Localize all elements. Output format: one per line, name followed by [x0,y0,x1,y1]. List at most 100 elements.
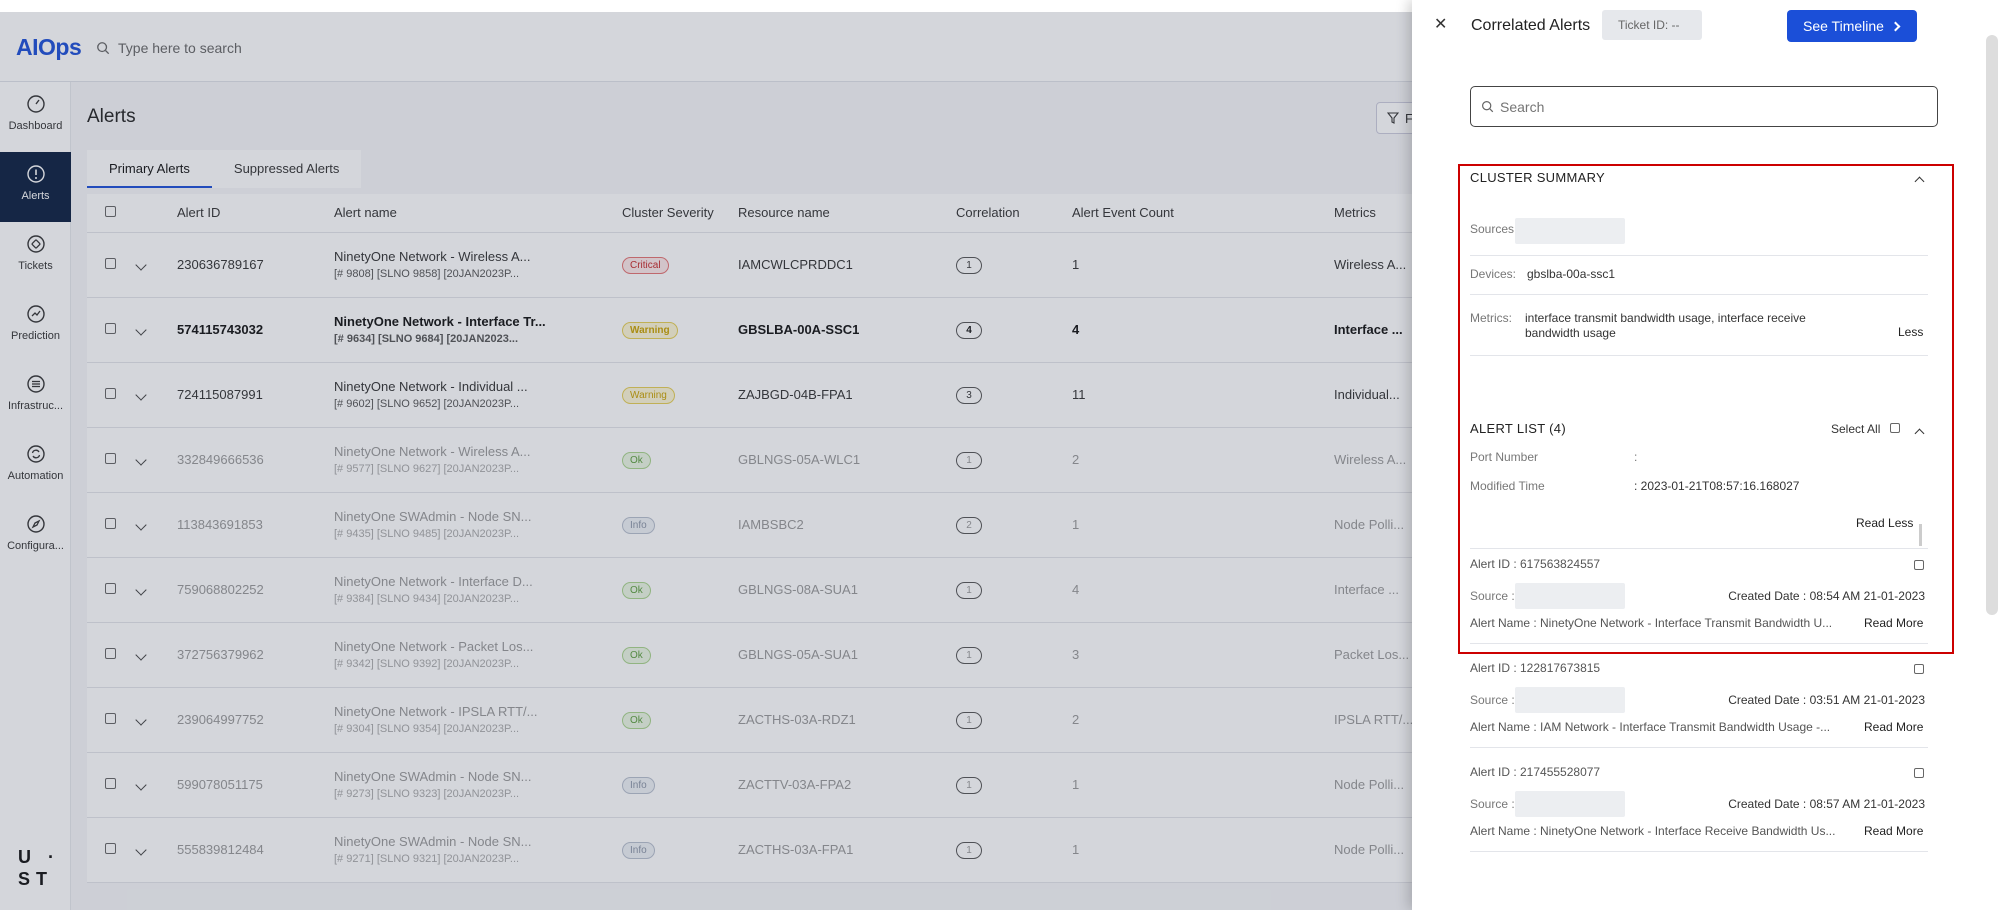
correlation-badge[interactable]: 4 [956,321,982,339]
alert-name[interactable]: NinetyOne Network - Individual ... [334,379,528,394]
header-alert-name[interactable]: Alert name [334,194,622,233]
resource-name: ZACTHS-03A-FPA1 [738,817,956,883]
alert-name[interactable]: NinetyOne SWAdmin - Node SN... [334,834,532,849]
correlation-cell: 1 [956,427,1072,493]
row-checkbox[interactable] [105,453,116,464]
row-checkbox[interactable] [105,583,116,594]
see-timeline-button[interactable]: See Timeline [1787,10,1917,42]
alert-name[interactable]: NinetyOne Network - Wireless A... [334,249,531,264]
tab-primary-alerts[interactable]: Primary Alerts [87,150,212,188]
correlation-badge[interactable]: 1 [956,451,982,469]
correlation-badge[interactable]: 3 [956,386,982,404]
resource-name: GBLNGS-08A-SUA1 [738,557,956,623]
row-select-cell [87,362,137,428]
alert-name[interactable]: NinetyOne Network - Wireless A... [334,444,531,459]
header-correlation[interactable]: Correlation [956,194,1072,233]
alert-item-checkbox[interactable] [1914,560,1924,570]
row-checkbox[interactable] [105,388,116,399]
alert-id[interactable]: 574115743032 [177,297,334,363]
table-row[interactable]: 239064997752 NinetyOne Network - IPSLA RT… [87,687,1487,753]
drawer-scrollbar[interactable] [1986,35,1998,615]
nav-configuration[interactable]: Configura... [0,502,71,572]
nav-automation[interactable]: Automation [0,432,71,502]
global-search[interactable]: Type here to search [96,40,242,56]
alert-id[interactable]: 230636789167 [177,232,334,298]
alert-item-checkbox[interactable] [1914,664,1924,674]
row-checkbox[interactable] [105,713,116,724]
nav-dashboard[interactable]: Dashboard [0,82,71,152]
row-checkbox[interactable] [105,323,116,334]
alert-name[interactable]: NinetyOne SWAdmin - Node SN... [334,509,532,524]
correlation-badge[interactable]: 1 [956,646,982,664]
alert-id[interactable]: 332849666536 [177,427,334,493]
read-more-link[interactable]: Read More [1864,720,1924,734]
severity-badge: Warning [622,386,675,404]
alert-name[interactable]: NinetyOne Network - Interface Tr... [334,314,546,329]
severity-badge: Info [622,516,655,534]
alert-name[interactable]: NinetyOne Network - Interface D... [334,574,533,589]
row-checkbox[interactable] [105,518,116,529]
table-row[interactable]: 230636789167 NinetyOne Network - Wireless… [87,232,1487,298]
alert-circle-icon [26,165,45,183]
tab-suppressed-alerts[interactable]: Suppressed Alerts [233,161,340,176]
nav-tickets[interactable]: Tickets [0,222,71,292]
alert-reference: [# 9602] [SLNO 9652] [20JAN2023P... [334,398,520,410]
alert-id[interactable]: 555839812484 [177,817,334,883]
close-icon[interactable]: ✕ [1434,16,1448,33]
correlation-badge[interactable]: 1 [956,256,982,274]
nav-alerts[interactable]: Alerts [0,152,71,222]
read-more-link[interactable]: Read More [1864,616,1924,630]
divider [1470,747,1928,748]
row-checkbox[interactable] [105,258,116,269]
severity-badge: Ok [622,581,651,599]
row-checkbox[interactable] [105,778,116,789]
correlation-badge[interactable]: 2 [956,516,982,534]
severity-badge: Info [622,776,655,794]
alert-item-checkbox[interactable] [1914,768,1924,778]
correlation-badge[interactable]: 1 [956,841,982,859]
alert-name[interactable]: NinetyOne Network - IPSLA RTT/... [334,704,538,719]
table-row[interactable]: 555839812484 NinetyOne SWAdmin - Node SN.… [87,817,1487,883]
header-cluster-severity[interactable]: Cluster Severity [622,194,738,233]
ticket-icon [26,235,45,253]
header-resource-name[interactable]: Resource name [738,194,956,233]
drawer-search-input[interactable] [1500,98,1920,115]
correlation-badge[interactable]: 1 [956,711,982,729]
alert-id[interactable]: 599078051175 [177,752,334,818]
alert-name[interactable]: NinetyOne Network - Packet Los... [334,639,534,654]
select-all-checkbox[interactable] [105,206,116,218]
read-more-link[interactable]: Read More [1864,824,1924,838]
alert-name-cell: NinetyOne Network - Interface D... [# 938… [334,557,622,623]
nav-prediction[interactable]: Prediction [0,292,71,362]
severity-badge: Ok [622,711,651,729]
filter-icon [1387,112,1399,124]
inner-scrollbar[interactable] [1919,524,1922,546]
row-checkbox[interactable] [105,648,116,659]
alert-event-count: 2 [1072,687,1334,753]
select-all-alerts-checkbox[interactable] [1890,423,1900,433]
table-row[interactable]: 759068802252 NinetyOne Network - Interfac… [87,557,1487,623]
alert-id[interactable]: 372756379962 [177,622,334,688]
drawer-search[interactable] [1470,86,1938,127]
row-expand-cell [135,297,177,363]
alert-event-count: 2 [1072,427,1334,493]
table-row[interactable]: 113843691853 NinetyOne SWAdmin - Node SN.… [87,492,1487,558]
nav-infrastructure[interactable]: Infrastruc... [0,362,71,432]
brand-logo-line1: U · [18,847,60,867]
alert-name[interactable]: NinetyOne SWAdmin - Node SN... [334,769,532,784]
correlation-badge[interactable]: 1 [956,581,982,599]
header-alert-id[interactable]: Alert ID [177,194,334,233]
less-link[interactable]: Less [1898,325,1924,339]
read-less-link[interactable]: Read Less [1856,516,1914,530]
see-timeline-label: See Timeline [1803,18,1884,34]
alert-id[interactable]: 724115087991 [177,362,334,428]
alert-id[interactable]: 239064997752 [177,687,334,753]
correlation-badge[interactable]: 1 [956,776,982,794]
header-alert-event-count[interactable]: Alert Event Count [1072,194,1334,233]
modal-backdrop[interactable] [0,12,1412,910]
table-row[interactable]: 599078051175 NinetyOne SWAdmin - Node SN.… [87,752,1487,818]
row-checkbox[interactable] [105,843,116,854]
alert-id[interactable]: 113843691853 [177,492,334,558]
alert-id[interactable]: 759068802252 [177,557,334,623]
alert-name-cell: NinetyOne SWAdmin - Node SN... [# 9271] [… [334,817,622,883]
